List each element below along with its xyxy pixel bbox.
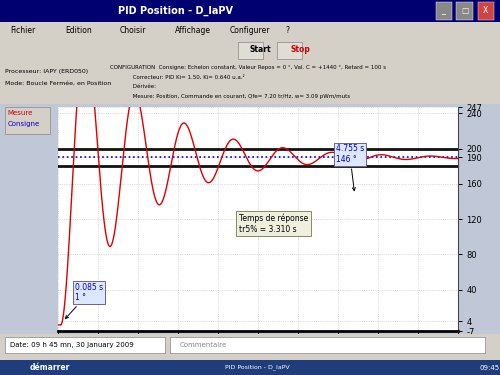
Text: 09:45: 09:45 [480,364,500,370]
Text: Dérivée:: Dérivée: [110,84,156,89]
Text: 0.085 s
1 °: 0.085 s 1 ° [66,283,103,319]
Text: Temps de réponse
tr5% = 3.310 s: Temps de réponse tr5% = 3.310 s [239,214,308,234]
Text: PID Position - D_IaPV: PID Position - D_IaPV [225,364,290,370]
Text: Processeur: IAPY (ERD050): Processeur: IAPY (ERD050) [5,69,88,74]
Text: Configurer: Configurer [230,26,270,35]
Text: _: _ [442,6,446,15]
Text: □: □ [461,6,468,15]
Text: Mesure: Mesure [8,110,33,116]
Text: (s): (s) [462,345,472,354]
Text: Edition: Edition [65,26,92,35]
Text: CONFIGURATION  Consigne: Echelon constant, Valeur Repos = 0 °, Val. C = +1440 °,: CONFIGURATION Consigne: Echelon constant… [110,65,386,70]
Text: Mode: Boucle Fermée, en Position: Mode: Boucle Fermée, en Position [5,80,111,86]
Text: X: X [483,6,488,15]
Text: PID Position - D_IaPV: PID Position - D_IaPV [118,6,232,16]
Text: Start: Start [249,45,271,54]
Text: 3.399 s, 649 °: 3.399 s, 649 ° [5,362,49,368]
Text: e(0)=190, t=4429: e(0)=190, t=4429 [325,362,382,368]
Text: démarrer: démarrer [30,363,70,372]
Text: Fichier: Fichier [10,26,35,35]
Text: Choisir: Choisir [120,26,146,35]
Text: Commentaire: Commentaire [180,342,227,348]
Text: ?: ? [285,26,289,35]
Text: 4.755 s
146 °: 4.755 s 146 ° [336,144,364,190]
Text: MAJ  NUM: MAJ NUM [440,362,470,368]
Text: Stop: Stop [290,45,310,54]
Text: Affichage: Affichage [175,26,211,35]
Text: Correcteur: PID Ki= 1.50, Ki= 0.640 u.a.²: Correcteur: PID Ki= 1.50, Ki= 0.640 u.a.… [110,75,245,80]
Text: Date: 09 h 45 mn, 30 January 2009: Date: 09 h 45 mn, 30 January 2009 [10,342,134,348]
Text: Mesure: Position, Commande en courant, Qfe= 7.20 tr/Hz, w= 3.09 pWm/muts: Mesure: Position, Commande en courant, Q… [110,93,350,99]
Text: Consigne: Consigne [8,121,40,127]
